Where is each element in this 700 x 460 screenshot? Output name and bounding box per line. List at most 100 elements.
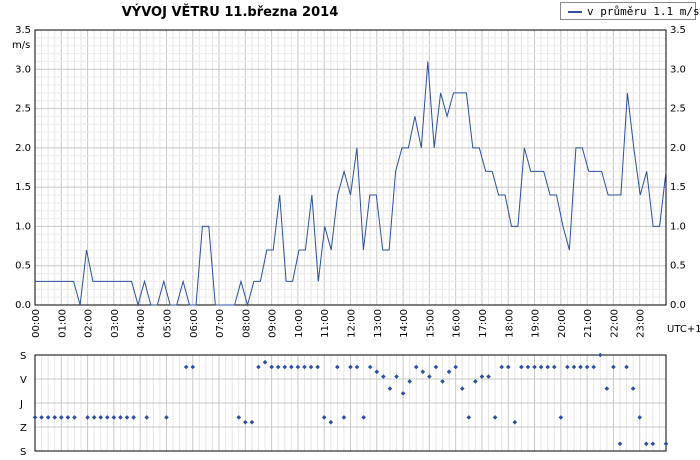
direction-point: [131, 415, 136, 420]
direction-point: [302, 364, 307, 370]
direction-point: [420, 369, 426, 375]
chart-title: VÝVOJ VĚTRU 11.března 2014: [121, 5, 339, 20]
direction-point: [479, 374, 485, 379]
y-tick-label: 3.0: [670, 64, 686, 75]
direction-points: [32, 352, 669, 447]
direction-point: [164, 415, 169, 420]
x-tick-label: 12:00: [347, 309, 358, 338]
direction-point: [367, 364, 373, 370]
y-tick-label: 1.0: [15, 221, 31, 232]
x-tick-label: 02:00: [84, 309, 95, 338]
x-tick-label: 20:00: [557, 309, 568, 338]
y-axis-unit-label: m/s: [12, 40, 30, 51]
direction-point: [39, 415, 44, 420]
direction-point: [663, 441, 669, 447]
x-tick-label: 03:00: [110, 309, 121, 338]
x-tick-label: 14:00: [399, 309, 410, 338]
y-tick-label: 2.5: [15, 104, 31, 115]
direction-point: [65, 415, 71, 420]
x-tick-labels: 00:00 01:00 02:00 03:00 04:00 05:00 06:00 07:00…: [31, 309, 647, 338]
y-tick-label: 0.5: [15, 261, 31, 272]
direction-point: [643, 441, 649, 447]
direction-point: [617, 441, 623, 447]
direction-point: [611, 364, 616, 370]
direction-point: [308, 364, 314, 370]
direction-point: [361, 415, 366, 420]
direction-point: [190, 364, 196, 370]
direction-point: [591, 364, 596, 370]
direction-point: [512, 419, 518, 425]
direction-point: [565, 364, 570, 370]
direction-point: [262, 359, 268, 365]
direction-point: [111, 415, 117, 420]
direction-point: [473, 379, 478, 384]
direction-point: [545, 364, 550, 370]
direction-point: [183, 364, 189, 370]
direction-tick-label: Z: [20, 423, 27, 434]
direction-point: [58, 415, 64, 420]
direction-point: [289, 364, 294, 370]
direction-point: [328, 419, 334, 425]
y-tick-label: 3.5: [15, 25, 31, 36]
x-tick-label: 00:00: [31, 309, 42, 338]
direction-point: [374, 369, 380, 375]
direction-point: [440, 379, 445, 384]
x-axis-timezone-label: UTC+1: [667, 324, 700, 335]
direction-point: [282, 364, 288, 370]
y-tick-labels-left: 0.0 0.5 1.0 1.5 2.0 2.5 3.0 3.5: [15, 25, 31, 311]
direction-point: [492, 415, 498, 420]
direction-tick-label: S: [20, 447, 26, 458]
direction-point: [453, 364, 458, 370]
direction-point: [499, 364, 504, 370]
direction-point: [624, 364, 629, 370]
direction-tick-label: V: [20, 375, 27, 386]
y-tick-label: 0.0: [15, 300, 31, 311]
x-tick-label: 01:00: [57, 309, 68, 338]
x-tick-label: 10:00: [294, 309, 305, 338]
x-tick-label: 19:00: [531, 309, 542, 338]
y-tick-label: 3.0: [15, 64, 31, 75]
speed-plot-frame: [34, 29, 667, 306]
direction-point: [532, 364, 537, 370]
y-tick-label: 1.5: [15, 182, 31, 193]
x-tick-label: 11:00: [320, 309, 331, 338]
direction-point: [486, 374, 491, 379]
direction-point: [538, 364, 544, 370]
x-tick-label: 04:00: [136, 309, 147, 338]
direction-point: [400, 391, 406, 396]
y-tick-label: 1.0: [670, 221, 686, 232]
direction-point: [275, 364, 281, 370]
direction-grid: [35, 355, 666, 451]
direction-point: [341, 415, 347, 420]
y-tick-label: 2.5: [670, 104, 686, 115]
direction-point: [256, 364, 261, 370]
direction-tick-labels: S V J Z S: [19, 351, 27, 458]
x-tick-label: 23:00: [636, 309, 647, 338]
direction-point: [413, 364, 419, 370]
direction-point: [32, 415, 38, 420]
x-tick-label: 07:00: [215, 309, 226, 338]
direction-point: [124, 415, 130, 420]
direction-point: [584, 364, 590, 370]
y-tick-label: 0.5: [670, 261, 686, 272]
direction-tick-label: S: [20, 351, 26, 362]
direction-point: [354, 364, 360, 370]
direction-point: [630, 386, 636, 391]
direction-point: [519, 364, 524, 370]
direction-point: [446, 369, 452, 375]
direction-point: [118, 415, 123, 420]
direction-plot-frame: [34, 354, 667, 452]
direction-point: [236, 415, 242, 420]
direction-point: [381, 374, 386, 379]
direction-point: [459, 386, 465, 391]
direction-point: [571, 364, 577, 370]
direction-point: [637, 415, 643, 420]
x-tick-label: 13:00: [373, 309, 384, 338]
direction-point: [551, 364, 557, 370]
direction-point: [505, 364, 511, 370]
direction-point: [650, 441, 656, 447]
direction-point: [597, 352, 603, 358]
x-tick-label: 15:00: [425, 309, 436, 338]
direction-point: [243, 419, 248, 425]
x-tick-label: 06:00: [189, 309, 200, 338]
